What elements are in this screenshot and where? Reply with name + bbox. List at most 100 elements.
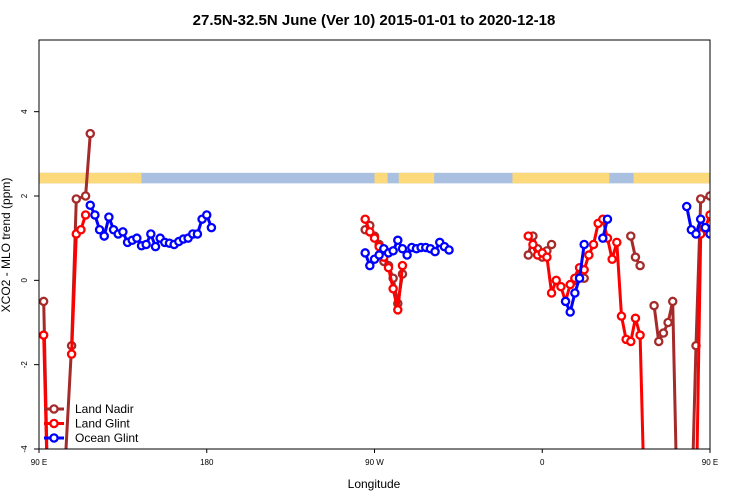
data-point (118, 227, 128, 237)
data-point (80, 210, 91, 220)
legend-item: Ocean Glint (44, 431, 139, 445)
data-point (546, 288, 557, 298)
data-point (39, 296, 49, 307)
land-ocean-mask (39, 172, 710, 184)
data-point (85, 128, 96, 139)
data-point (397, 260, 408, 271)
data-point (206, 222, 217, 233)
y-tick-label: -2 (20, 361, 29, 369)
land-mask-band (512, 172, 610, 184)
data-point (444, 245, 454, 255)
data-point (374, 250, 384, 260)
y-tick-label: -4 (20, 445, 29, 453)
y-tick-label: 0 (20, 278, 29, 283)
x-tick-label: 0 (540, 458, 545, 467)
legend-item: Land Nadir (44, 402, 134, 416)
data-point (691, 229, 701, 239)
data-point (528, 239, 538, 250)
data-point (546, 239, 557, 250)
data-point (141, 239, 151, 250)
data-point (556, 281, 566, 292)
data-point (626, 336, 636, 347)
series-land-glint (39, 210, 710, 449)
data-point (523, 231, 534, 241)
data-point (80, 191, 91, 201)
data-point (730, 230, 737, 237)
data-point (150, 241, 161, 252)
data-point (393, 235, 403, 246)
x-tick-label: 180 (200, 458, 214, 467)
data-point (388, 246, 398, 256)
x-tick-label: 90 W (365, 458, 384, 467)
data-point (607, 254, 617, 265)
data-point (365, 260, 375, 271)
data-point (542, 252, 552, 262)
data-point (39, 330, 49, 340)
data-point (565, 279, 575, 290)
data-point (565, 307, 575, 317)
data-point (104, 212, 114, 222)
data-point (430, 246, 440, 257)
data-point (146, 229, 156, 239)
data-point (66, 349, 77, 359)
land-mask-band (39, 172, 142, 184)
series-land-nadir (39, 128, 710, 449)
legend-swatch-marker (49, 418, 59, 429)
legend-label: Ocean Glint (75, 431, 139, 445)
chart-title: 27.5N-32.5N June (Ver 10) 2015-01-01 to … (193, 12, 556, 29)
x-tick-label: 90 E (31, 458, 47, 467)
data-point (588, 239, 599, 250)
data-point (388, 284, 398, 294)
data-point (383, 262, 394, 273)
data-point (630, 252, 641, 262)
data-point (393, 305, 403, 315)
data-point (681, 201, 692, 212)
series-line (724, 207, 750, 246)
legend-swatch-marker (49, 404, 59, 414)
legend-label: Land Glint (75, 417, 130, 431)
series-ocean-glint (85, 200, 750, 317)
data-point (365, 227, 375, 237)
series-layer (39, 128, 750, 449)
data-point (523, 250, 534, 260)
legend-label: Land Nadir (75, 402, 134, 416)
land-mask-band (633, 172, 710, 184)
data-point (132, 233, 142, 243)
data-point (584, 250, 594, 260)
data-point (85, 200, 96, 211)
data-point (705, 191, 710, 201)
data-point (570, 288, 580, 298)
series-line (88, 204, 213, 249)
data-point (734, 216, 741, 223)
data-point (635, 260, 645, 271)
series-line (691, 194, 710, 449)
legend-swatch-marker (49, 433, 59, 443)
data-point (630, 313, 641, 324)
y-axis: -4 -2 0 2 4 (20, 109, 39, 453)
legend-item: Land Glint (44, 417, 130, 431)
y-tick-label: 2 (20, 193, 29, 198)
series-line (64, 133, 92, 449)
data-point (598, 233, 608, 243)
land-mask-band (398, 172, 435, 184)
data-point (705, 210, 710, 220)
data-point (720, 203, 727, 210)
x-axis: 90 E 180 90 W 0 90 E (31, 449, 718, 467)
series-line (652, 299, 678, 449)
data-point (705, 229, 710, 239)
data-point (90, 210, 100, 220)
data-point (94, 224, 105, 235)
data-point (76, 224, 86, 235)
data-point (739, 224, 746, 231)
x-axis-label: Longitude (348, 477, 401, 491)
data-point (616, 311, 627, 321)
data-point (560, 296, 571, 307)
data-point (201, 210, 212, 220)
data-point (99, 231, 109, 241)
data-point (649, 300, 659, 311)
data-point (574, 273, 585, 283)
data-point (658, 328, 669, 338)
series-line (42, 335, 49, 449)
